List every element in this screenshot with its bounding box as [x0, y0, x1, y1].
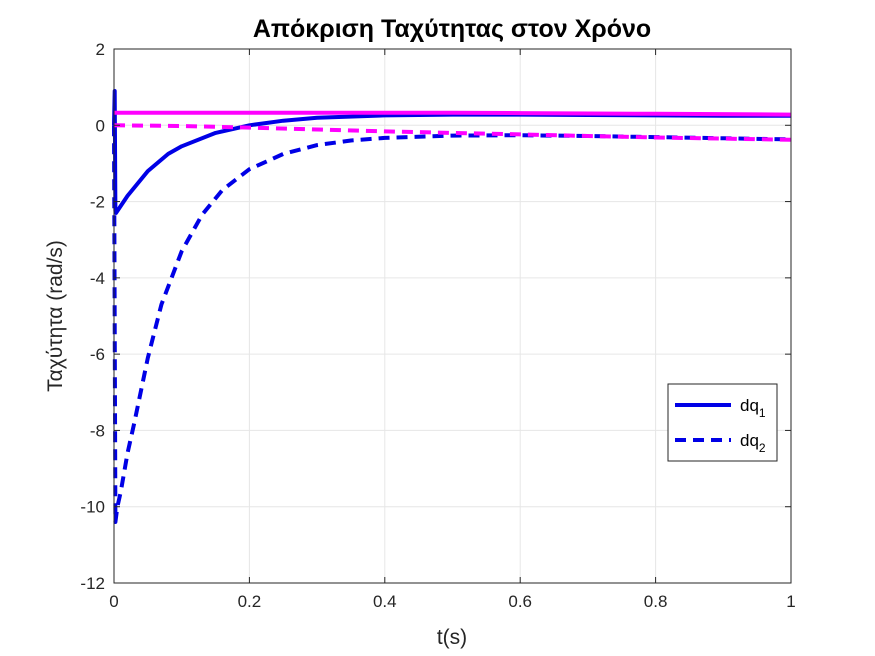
series-line-dq2 — [112, 125, 792, 524]
legend-box — [667, 383, 778, 462]
y-axis-label: Ταχύτητα (rad/s) — [44, 240, 67, 392]
y-tick-label: -4 — [90, 269, 105, 288]
x-tick-label: 1 — [786, 592, 795, 611]
legend: dq1 dq2 — [667, 383, 778, 462]
x-tick-label: 0 — [109, 592, 118, 611]
series-line-curve-4 — [113, 123, 792, 142]
x-tick-label: 0.4 — [373, 592, 397, 611]
chart-title: Απόκριση Ταχύτητας στον Χρόνο — [253, 15, 651, 43]
y-tick-label: -6 — [90, 345, 105, 364]
plot-area — [114, 49, 791, 583]
y-tick-label: -10 — [80, 498, 105, 517]
y-tick-label: -12 — [80, 574, 105, 593]
series-layer — [112, 89, 792, 524]
legend-label-dq1: dq1 — [740, 396, 766, 420]
x-tick-label: 0.6 — [508, 592, 532, 611]
legend-label-dq2: dq2 — [740, 431, 766, 455]
y-tick-label: -8 — [90, 421, 105, 440]
axes-box — [113, 48, 792, 584]
x-tick-label: 0.2 — [238, 592, 262, 611]
y-tick-label: -2 — [90, 193, 105, 212]
series-line-curve-3 — [114, 110, 792, 117]
axis-ticks: 0 0.2 0.4 0.6 0.8 1 -12 -10 -8 -6 -4 -2 0 2 — [80, 40, 795, 611]
x-axis-label: t(s) — [437, 626, 467, 649]
x-tick-label: 0.8 — [644, 592, 668, 611]
y-tick-label: 2 — [96, 40, 105, 59]
y-tick-label: 0 — [96, 116, 105, 135]
